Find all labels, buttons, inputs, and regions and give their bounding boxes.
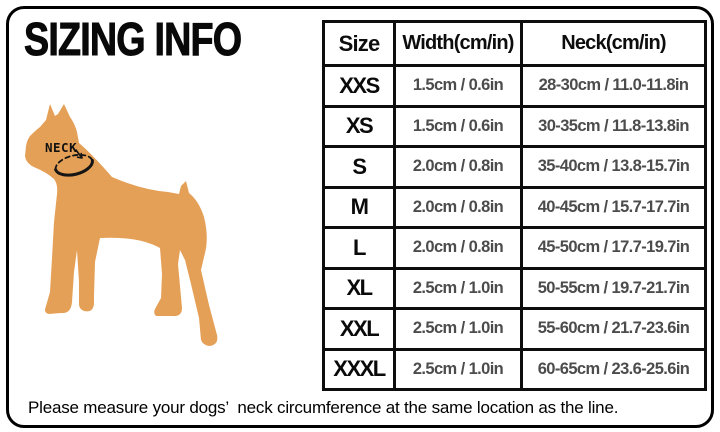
width-cell: 2.5cm / 1.0in <box>393 266 523 310</box>
size-cell: XL <box>322 266 396 310</box>
width-cell: 2.0cm / 0.8in <box>393 226 523 270</box>
size-cell: XS <box>322 104 396 148</box>
size-cell: XXS <box>322 64 396 108</box>
width-cell: 2.0cm / 0.8in <box>393 185 523 229</box>
size-cell: XXL <box>322 307 396 351</box>
dog-diagram: NECK <box>25 104 218 346</box>
table-row: XS 1.5cm / 0.6in 30-35cm / 11.8-13.8in <box>322 104 707 148</box>
neck-cell: 40-45cm / 15.7-17.7in <box>520 185 707 229</box>
neck-cell: 45-50cm / 17.7-19.7in <box>520 226 707 270</box>
width-cell: 2.0cm / 0.8in <box>393 145 523 189</box>
width-cell: 2.5cm / 1.0in <box>393 307 523 351</box>
sizing-table: Size Width(cm/in) Neck(cm/in) XXS 1.5cm … <box>322 20 707 391</box>
dog-silhouette-icon <box>25 104 218 346</box>
size-cell: L <box>322 226 396 270</box>
table-row: S 2.0cm / 0.8in 35-40cm / 13.8-15.7in <box>322 145 707 189</box>
width-cell: 1.5cm / 0.6in <box>393 64 523 108</box>
table-row: XXS 1.5cm / 0.6in 28-30cm / 11.0-11.8in <box>322 64 707 108</box>
neck-cell: 55-60cm / 21.7-23.6in <box>520 307 707 351</box>
size-cell: XXXL <box>322 347 396 391</box>
header-size: Size <box>322 20 396 67</box>
table-row: M 2.0cm / 0.8in 40-45cm / 15.7-17.7in <box>322 185 707 229</box>
header-neck: Neck(cm/in) <box>520 20 707 67</box>
neck-cell: 60-65cm / 23.6-25.6in <box>520 347 707 391</box>
table-header-row: Size Width(cm/in) Neck(cm/in) <box>322 20 707 67</box>
neck-cell: 28-30cm / 11.0-11.8in <box>520 64 707 108</box>
neck-arrow-icon <box>75 149 83 159</box>
page-title: SIZING INFO <box>24 13 243 66</box>
width-cell: 2.5cm / 1.0in <box>393 347 523 391</box>
neck-cell: 50-55cm / 19.7-21.7in <box>520 266 707 310</box>
neck-cell: 30-35cm / 11.8-13.8in <box>520 104 707 148</box>
collar-hidden-line-icon <box>54 153 94 171</box>
size-cell: M <box>322 185 396 229</box>
neck-cell: 35-40cm / 13.8-15.7in <box>520 145 707 189</box>
neck-label: NECK <box>45 140 77 155</box>
table-row: L 2.0cm / 0.8in 45-50cm / 17.7-19.7in <box>322 226 707 270</box>
collar-line-icon <box>54 158 94 177</box>
table-row: XXXL 2.5cm / 1.0in 60-65cm / 23.6-25.6in <box>322 347 707 391</box>
size-cell: S <box>322 145 396 189</box>
table-row: XXL 2.5cm / 1.0in 55-60cm / 21.7-23.6in <box>322 307 707 351</box>
table-row: XL 2.5cm / 1.0in 50-55cm / 19.7-21.7in <box>322 266 707 310</box>
width-cell: 1.5cm / 0.6in <box>393 104 523 148</box>
measure-note: Please measure your dogs’ neck circumfer… <box>28 398 619 417</box>
header-width: Width(cm/in) <box>393 20 523 67</box>
